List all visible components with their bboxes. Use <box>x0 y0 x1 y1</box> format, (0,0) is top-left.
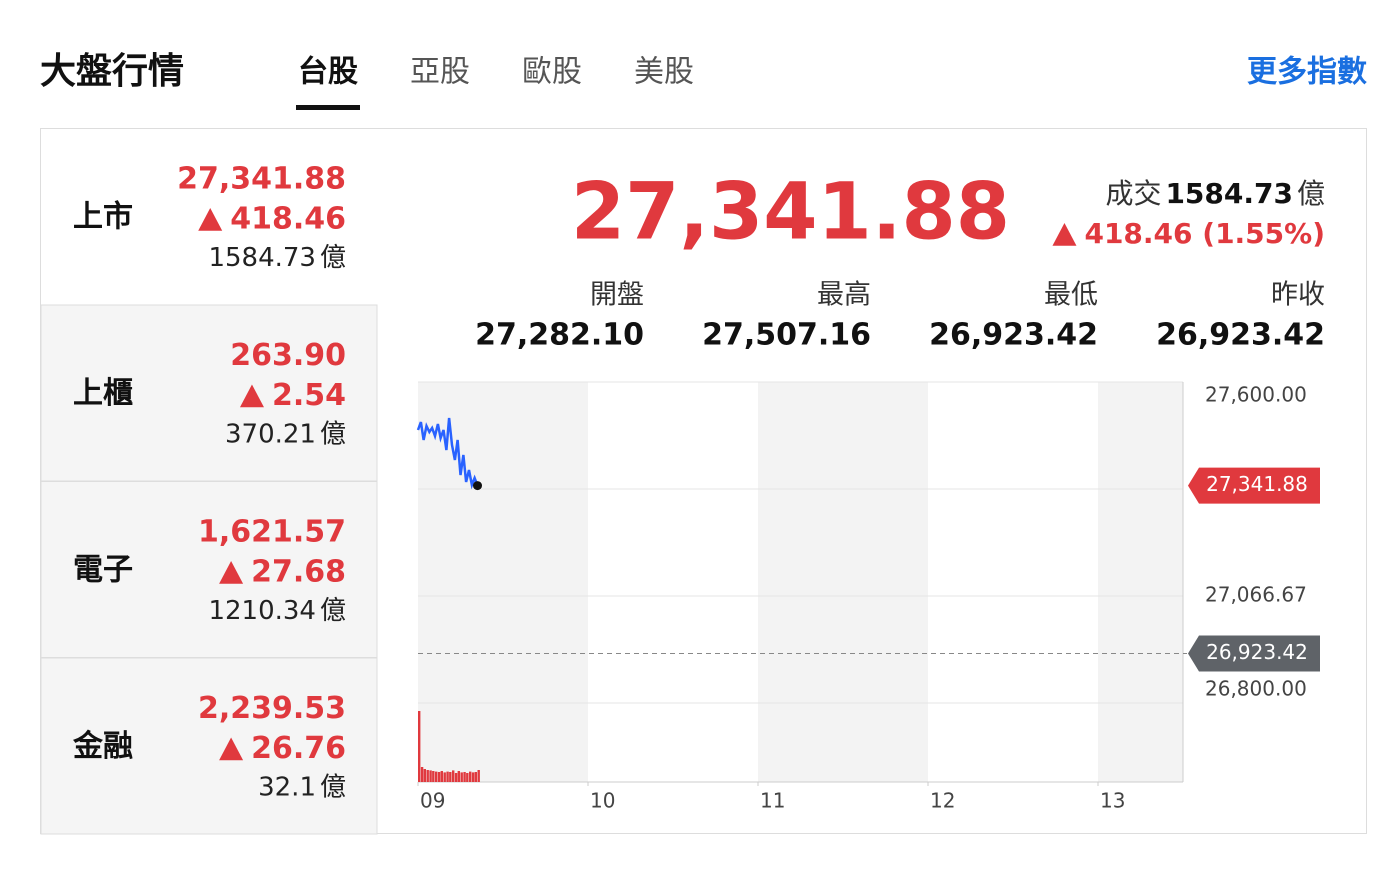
x-tick-label: 13 <box>1100 789 1125 813</box>
stat-value: 26,923.42 <box>929 318 1098 353</box>
volume-bar <box>452 770 455 782</box>
market-price: 1,621.57 <box>198 515 346 550</box>
stat-label: 最高 <box>817 280 871 311</box>
y-tick-label: 26,800.00 <box>1205 677 1307 701</box>
volume-bar <box>477 770 480 782</box>
volume-bar <box>423 769 427 782</box>
up-arrow <box>219 737 244 761</box>
y-tick-label: 27,600.00 <box>1205 383 1307 407</box>
chart: 27,600.00 27,066.67 26,800.00 09 10 11 12 13 27,… <box>416 381 1320 813</box>
market-row-bg <box>40 657 378 835</box>
market-volume: 1210.34 億 <box>208 596 346 626</box>
market-volume-unit: 億 <box>320 596 346 626</box>
band <box>418 382 588 782</box>
market-name: 上市 <box>73 200 133 235</box>
market-price: 263.90 <box>230 338 346 373</box>
stat-label: 昨收 <box>1271 280 1325 311</box>
market-price: 2,239.53 <box>198 691 346 726</box>
up-arrow <box>1052 223 1077 246</box>
market-change: 27.68 <box>251 555 346 590</box>
market-volume: 370.21 億 <box>225 419 346 449</box>
tab[interactable]: 美股 <box>634 55 694 90</box>
price-tag-label: 26,923.42 <box>1206 640 1308 664</box>
up-arrow <box>239 384 264 408</box>
market-volume-unit: 億 <box>320 419 346 449</box>
market-name: 上櫃 <box>73 376 133 411</box>
up-arrow <box>198 208 223 231</box>
market-name: 電子 <box>73 553 133 588</box>
market-volume-value: 32.1 <box>258 772 316 802</box>
volume-bar <box>471 772 475 782</box>
stat-label: 開盤 <box>590 280 644 311</box>
main-price: 27,341.88 <box>571 167 1010 257</box>
market-volume-unit: 億 <box>320 243 346 273</box>
x-tick-label: 11 <box>760 789 785 813</box>
tab-underline <box>296 105 360 110</box>
market-volume-value: 1584.73 <box>208 243 316 273</box>
turnover-unit: 億 <box>1297 177 1325 210</box>
market-change: 418.46 <box>230 202 346 237</box>
stat-value: 27,507.16 <box>702 318 871 353</box>
market-volume-value: 1210.34 <box>208 596 316 626</box>
x-tick-label: 09 <box>420 789 445 813</box>
volume-bar <box>440 771 444 782</box>
volume-bar <box>435 771 438 782</box>
volume-bar <box>426 770 429 782</box>
market-change: 26.76 <box>251 731 346 766</box>
market-volume-value: 370.21 <box>225 419 316 449</box>
volume-bar <box>443 772 446 782</box>
tab[interactable]: 台股 <box>298 55 358 90</box>
volume-bar <box>466 773 469 782</box>
stat-value: 26,923.42 <box>1156 318 1325 353</box>
price-tag <box>1188 467 1320 504</box>
market-change: 2.54 <box>272 378 346 413</box>
volume-bar <box>463 772 466 782</box>
main-change: 418.46 (1.55%) <box>1084 217 1325 250</box>
tab[interactable]: 亞股 <box>410 55 470 90</box>
market-name: 金融 <box>72 729 133 764</box>
stat-value: 27,282.10 <box>475 318 644 353</box>
x-tick-label: 12 <box>930 789 955 813</box>
y-tick-label: 27,066.67 <box>1205 582 1307 606</box>
turnover-value: 1584.73 <box>1165 177 1293 210</box>
market-volume: 32.1 億 <box>258 772 346 802</box>
price-line <box>416 417 479 490</box>
price-tag-label: 27,341.88 <box>1206 472 1308 496</box>
up-arrow <box>219 561 244 584</box>
turnover: 成交 1584.73 億 <box>1105 177 1325 210</box>
band <box>1098 382 1183 782</box>
volume-bar <box>460 772 463 782</box>
volume-bar <box>469 771 472 782</box>
volume-bar <box>418 711 421 782</box>
turnover-label: 成交 <box>1105 177 1161 210</box>
volume-bar <box>449 772 452 782</box>
last-point <box>473 481 482 491</box>
volume-bar <box>437 772 441 782</box>
tab[interactable]: 歐股 <box>522 55 582 90</box>
volume-bar <box>457 771 461 782</box>
stat-label: 最低 <box>1044 280 1098 311</box>
stats: 開盤 27,282.10 最高 27,507.16 最低 26,923.42 昨收 26,92… <box>475 280 1325 353</box>
volume-bar <box>454 773 458 782</box>
page-title: 大盤行情 <box>40 51 184 92</box>
volume-bar <box>420 767 424 782</box>
price-tag <box>1188 635 1320 672</box>
market-volume: 1584.73 億 <box>208 243 346 273</box>
more-link[interactable]: 更多指數 <box>1247 55 1367 90</box>
band <box>758 382 928 782</box>
volume-bar <box>474 772 478 782</box>
market-volume-unit: 億 <box>320 772 346 802</box>
volume-bar <box>446 771 449 782</box>
volume-bar <box>429 770 432 782</box>
market-price: 27,341.88 <box>177 162 346 197</box>
x-tick-label: 10 <box>590 789 615 813</box>
volume-bar <box>432 771 435 782</box>
